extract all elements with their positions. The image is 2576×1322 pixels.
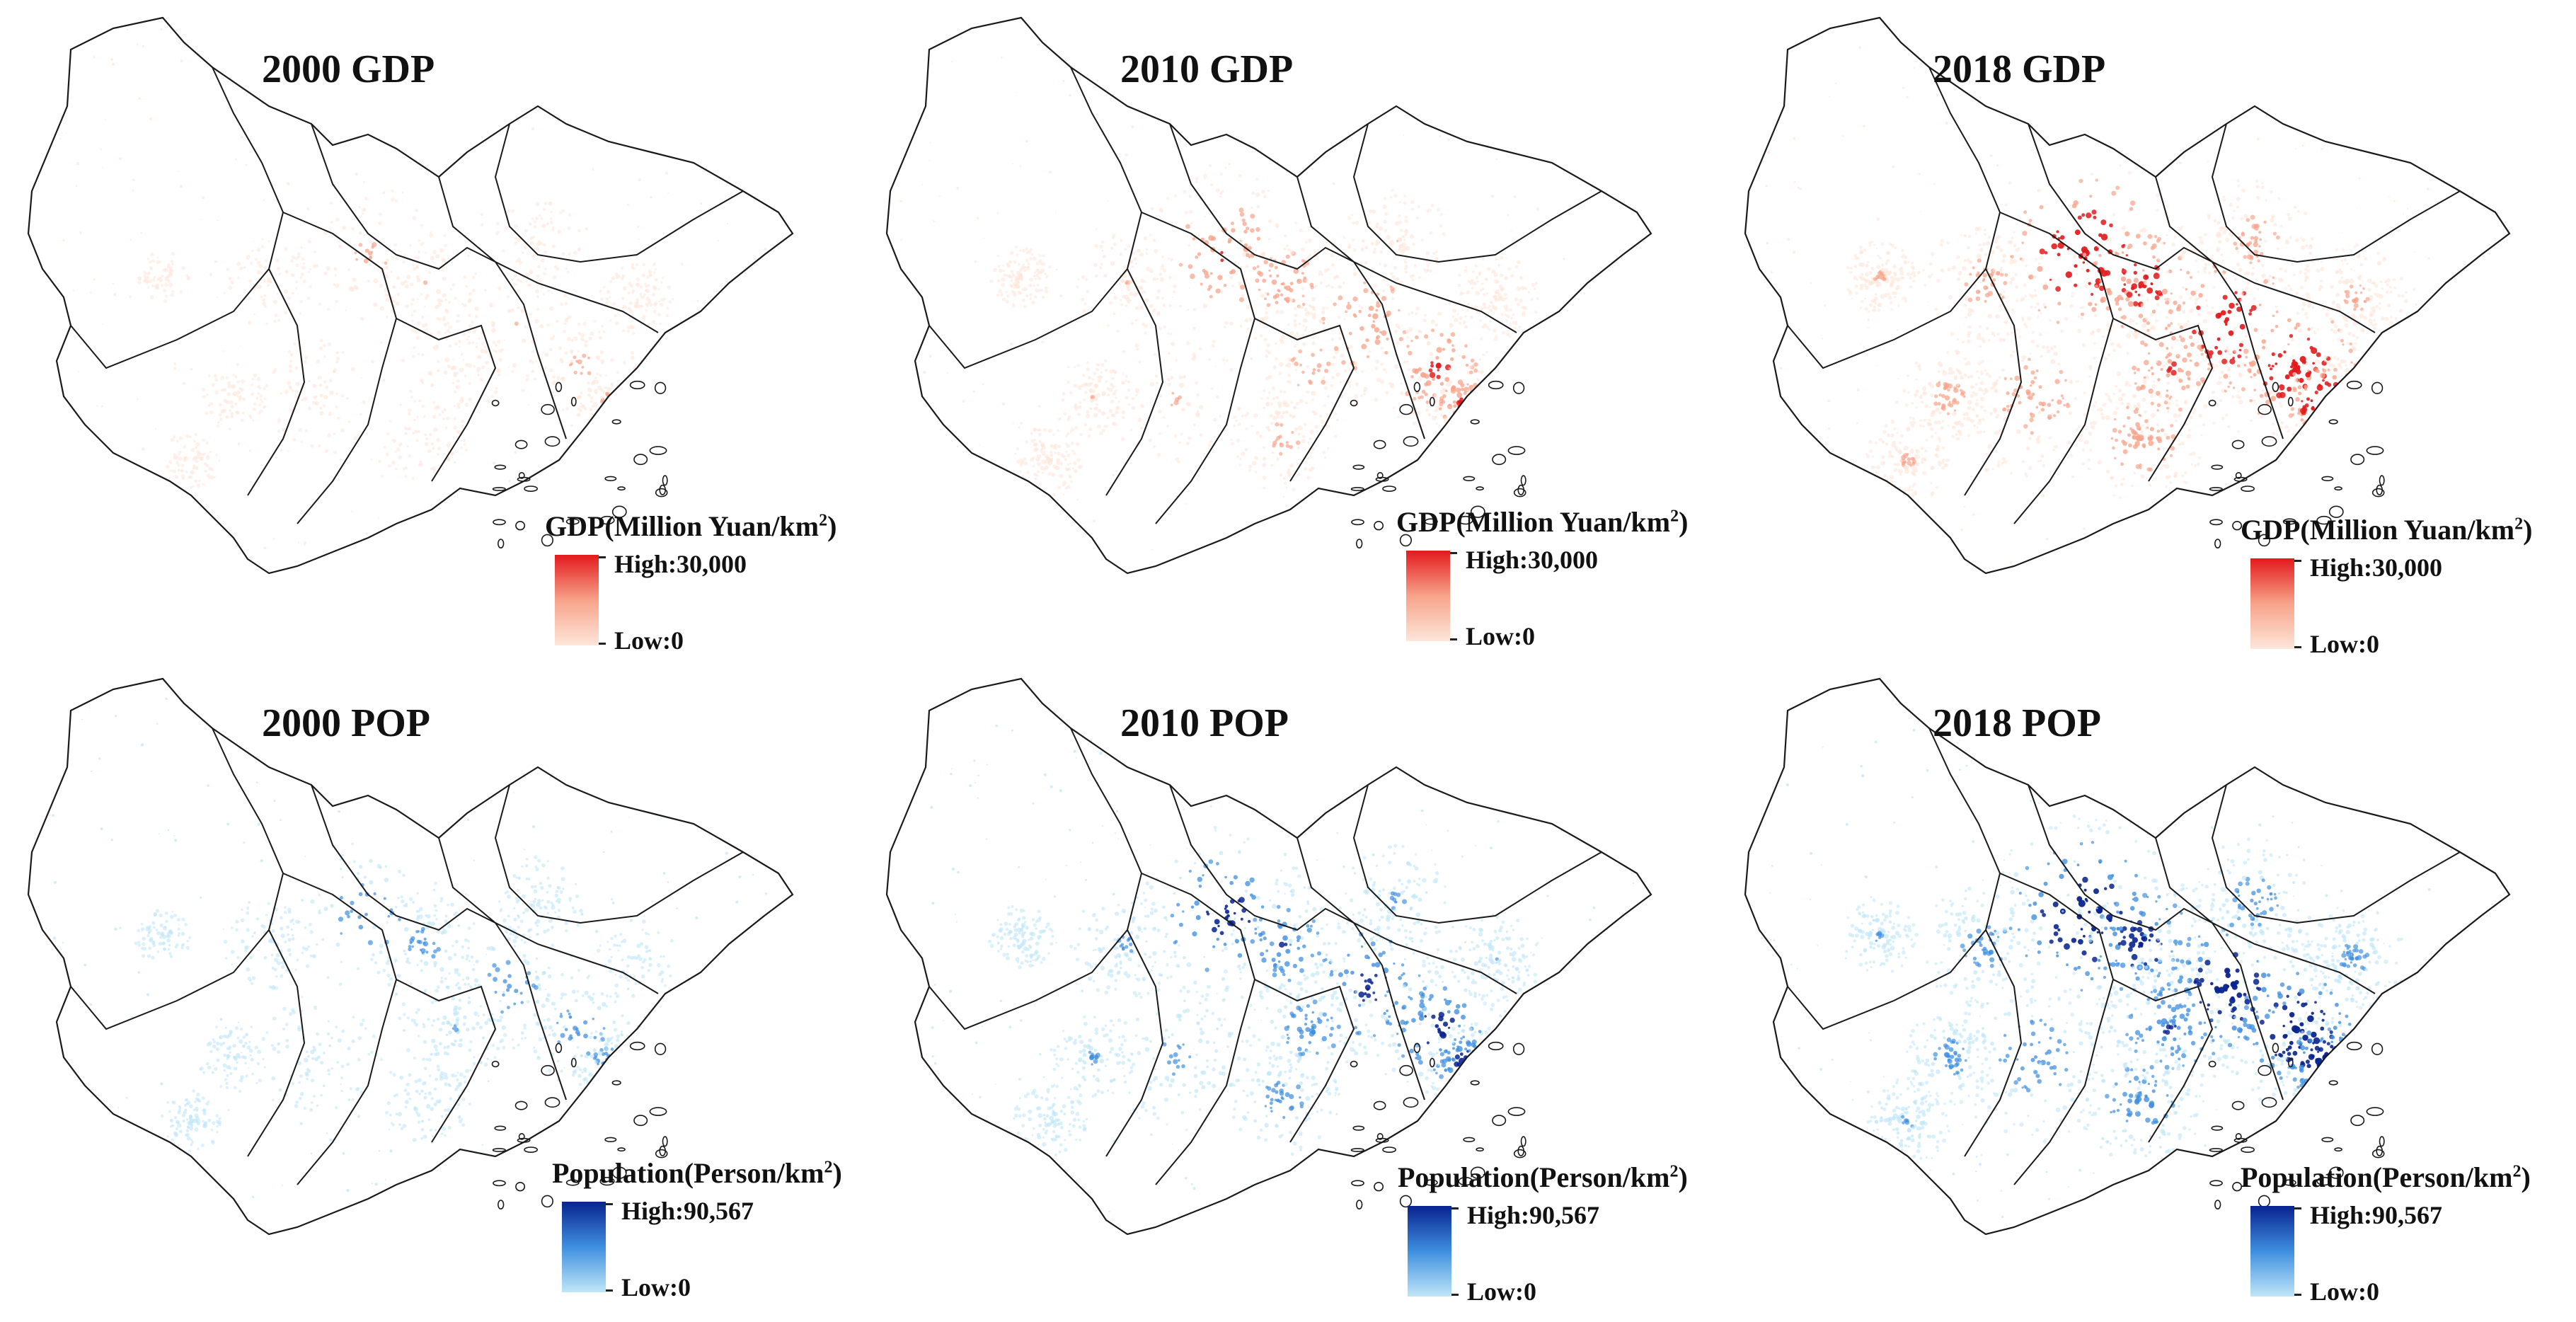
panel-2010-gdp: 2010 GDP GDP(Million Yuan/km2) High:30,0… xyxy=(858,0,1717,661)
map-base-layer xyxy=(27,16,794,575)
legend-high-label: High:30,000 xyxy=(2310,553,2443,582)
density-raster xyxy=(907,689,1638,1226)
panel-2018-gdp: 2018 GDP GDP(Million Yuan/km2) High:30,0… xyxy=(1717,0,2575,661)
ramp-tick-low xyxy=(599,643,606,645)
legend-low-label: Low:0 xyxy=(614,626,684,655)
density-raster xyxy=(43,690,779,1225)
map-title: 2018 POP xyxy=(1933,701,2101,745)
region-outline xyxy=(27,16,794,575)
legend-low-label: Low:0 xyxy=(621,1273,691,1301)
gdp-map-2018 xyxy=(1744,16,2511,575)
density-raster xyxy=(1764,688,2493,1225)
map-base-layer xyxy=(27,677,794,1236)
legend-low-label: Low:0 xyxy=(1466,622,1535,650)
legend-title: Population(Person/km2) xyxy=(2241,1161,2531,1193)
color-ramp xyxy=(2250,558,2294,649)
color-ramp xyxy=(562,1202,606,1292)
legend-title: Population(Person/km2) xyxy=(1398,1161,1688,1193)
color-ramp xyxy=(1406,551,1450,641)
density-raster xyxy=(899,30,1638,567)
region-outline xyxy=(27,677,794,1236)
gdp-map-2000 xyxy=(27,16,794,575)
legend-high-label: High:90,567 xyxy=(2310,1201,2443,1229)
ramp-tick-low xyxy=(606,1289,613,1292)
color-ramp xyxy=(555,555,599,645)
ramp-tick-low xyxy=(2294,1294,2301,1296)
panel-2010-pop: 2010 POP Population(Person/km2) High:90,… xyxy=(858,661,1717,1322)
map-base-layer xyxy=(1744,16,2511,575)
legend-low-label: Low:0 xyxy=(1467,1277,1536,1306)
panel-2000-pop: 2000 POP Population(Person/km2) High:90,… xyxy=(0,661,858,1322)
panel-2018-pop: 2018 POP Population(Person/km2) High:90,… xyxy=(1717,661,2575,1322)
ramp-tick-low xyxy=(2294,646,2301,648)
ramp-tick-high xyxy=(2294,560,2301,562)
legend-high-label: High:30,000 xyxy=(1466,546,1599,574)
map-title: 2010 GDP xyxy=(1120,47,1294,91)
legend-title: Population(Person/km2) xyxy=(552,1157,842,1189)
pop-map-2010 xyxy=(885,677,1652,1236)
map-title: 2000 GDP xyxy=(262,47,435,91)
map-title: 2018 GDP xyxy=(1933,47,2106,91)
legend-high-label: High:30,000 xyxy=(614,550,747,578)
map-base-layer xyxy=(885,16,1652,575)
map-base-layer xyxy=(885,677,1652,1236)
map-title: 2000 POP xyxy=(262,701,430,745)
density-raster xyxy=(50,28,778,565)
ramp-tick-low xyxy=(1450,638,1457,640)
ramp-tick-high xyxy=(1450,552,1457,554)
region-outline xyxy=(885,16,1652,575)
legend-title: GDP(Million Yuan/km2) xyxy=(545,510,837,542)
map-base-layer xyxy=(1744,677,2511,1236)
map-title: 2010 POP xyxy=(1120,701,1289,745)
color-ramp xyxy=(1408,1206,1451,1297)
panel-2000-gdp: 2000 GDP GDP(Million Yuan/km2) High:30,0… xyxy=(0,0,858,661)
region-outline xyxy=(885,677,1652,1236)
gdp-map-2010 xyxy=(885,16,1652,575)
legend-title: GDP(Million Yuan/km2) xyxy=(1396,506,1689,538)
ramp-tick-high xyxy=(606,1203,613,1205)
region-outline xyxy=(1744,16,2511,575)
legend-title: GDP(Million Yuan/km2) xyxy=(2241,514,2533,546)
legend-high-label: High:90,567 xyxy=(621,1197,754,1225)
legend-high-label: High:90,567 xyxy=(1467,1201,1600,1229)
region-outline xyxy=(1744,677,2511,1236)
ramp-tick-high xyxy=(2294,1207,2301,1209)
ramp-tick-low xyxy=(1451,1294,1459,1296)
legend-low-label: Low:0 xyxy=(2310,630,2379,658)
ramp-tick-high xyxy=(599,556,606,558)
legend-low-label: Low:0 xyxy=(2310,1277,2379,1306)
ramp-tick-high xyxy=(1451,1207,1459,1209)
color-ramp xyxy=(2250,1206,2294,1297)
pop-map-2018 xyxy=(1744,677,2511,1236)
pop-map-2000 xyxy=(27,677,794,1236)
